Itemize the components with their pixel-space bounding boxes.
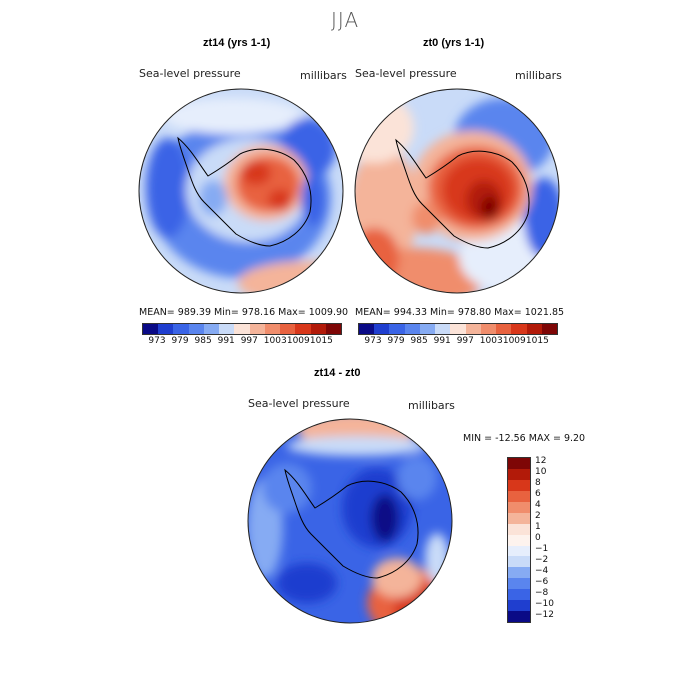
colorbar-tick-label: −1 (535, 543, 549, 554)
colorbar-tick-label: −4 (535, 565, 549, 576)
colorbar-tick-label: 1009 (502, 336, 526, 346)
colorbar-tick-label: −6 (535, 576, 549, 587)
panel-3-variable-label: Sea-level pressure (248, 397, 350, 410)
colorbar-tick-label: 1009 (286, 336, 310, 346)
colorbar-tick-label: 6 (535, 489, 541, 500)
colorbar-tick-label: 1003 (479, 336, 503, 346)
colorbar-swatch (158, 324, 174, 334)
colorbar-tick-label: 979 (171, 336, 189, 346)
colorbar-tick-label: −2 (535, 554, 549, 565)
colorbar-tick-label: 997 (240, 336, 258, 346)
colorbar-swatch (480, 324, 497, 334)
colorbar-swatch (508, 468, 530, 480)
colorbar-swatch (295, 324, 311, 334)
colorbar-tick-label: 1003 (263, 336, 287, 346)
colorbar-tick-label: −8 (535, 587, 549, 598)
colorbar-swatch (234, 324, 250, 334)
colorbar-tick-label: 1015 (525, 336, 549, 346)
colorbar-swatch (404, 324, 420, 334)
panel-2-variable-label: Sea-level pressure (355, 67, 457, 80)
colorbar-tick-label: 985 (410, 336, 428, 346)
colorbar-tick-label: 2 (535, 511, 541, 522)
colorbar-swatch (508, 512, 530, 524)
colorbar-swatch (508, 523, 530, 535)
colorbar-swatch (173, 324, 189, 334)
colorbar-swatch (508, 490, 530, 502)
panel-1-variable-label: Sea-level pressure (139, 67, 241, 80)
panel-1-map (138, 88, 344, 294)
colorbar-swatch (465, 324, 481, 334)
colorbar-swatch (508, 578, 530, 590)
colorbar-swatch (508, 567, 530, 579)
colorbar-swatch (496, 324, 512, 334)
panel-3-colorbar (507, 457, 531, 623)
panel-3-units-label: millibars (408, 399, 455, 412)
colorbar-swatch (508, 458, 530, 469)
colorbar-tick-label: 991 (433, 336, 451, 346)
colorbar-swatch (508, 501, 530, 513)
colorbar-swatch (419, 324, 436, 334)
panel-3-colorbar-ticks: 12 10 8 6 4 2 1 0 −1 −2 −4 −6 −8 −10 −12 (535, 456, 575, 621)
colorbar-swatch (203, 324, 220, 334)
panel-3-map (247, 418, 453, 624)
panel-1-colorbar (142, 323, 342, 335)
colorbar-tick-label: 985 (194, 336, 212, 346)
colorbar-tick-label: 4 (535, 500, 541, 511)
colorbar-tick-label: 997 (456, 336, 474, 346)
colorbar-tick-label: 8 (535, 478, 541, 489)
panel-2-units-label: millibars (515, 69, 562, 82)
colorbar-swatch (508, 545, 530, 557)
colorbar-tick-label: 12 (535, 456, 547, 467)
colorbar-tick-label: 1 (535, 522, 541, 533)
colorbar-swatch (374, 324, 390, 334)
panel-2-colorbar (358, 323, 558, 335)
panel-1-stats: MEAN= 989.39 Min= 978.16 Max= 1009.90 (139, 307, 349, 318)
colorbar-swatch (508, 479, 530, 491)
colorbar-tick-label: 10 (535, 467, 547, 478)
panel-3-stats: MIN = -12.56 MAX = 9.20 (463, 433, 586, 444)
colorbar-swatch (508, 600, 530, 612)
colorbar-swatch (508, 589, 530, 601)
colorbar-swatch (143, 324, 159, 334)
colorbar-swatch (450, 324, 466, 334)
colorbar-swatch (508, 611, 530, 623)
colorbar-swatch (264, 324, 281, 334)
panel-1-units-label: millibars (300, 69, 347, 82)
colorbar-tick-label: −12 (535, 609, 554, 620)
colorbar-swatch (511, 324, 527, 334)
colorbar-tick-label: −10 (535, 598, 554, 609)
colorbar-tick-label: 973 (364, 336, 382, 346)
season-title: JJA (331, 8, 360, 32)
panel-1-title: zt14 (yrs 1-1) (203, 37, 271, 49)
colorbar-tick-label: 973 (148, 336, 166, 346)
colorbar-swatch (219, 324, 235, 334)
colorbar-swatch (310, 324, 326, 334)
colorbar-tick-label: 991 (217, 336, 235, 346)
colorbar-swatch (508, 556, 530, 568)
panel-2-map (354, 88, 560, 294)
colorbar-swatch (435, 324, 451, 334)
colorbar-tick-label: 0 (535, 533, 541, 543)
colorbar-tick-label: 1015 (309, 336, 333, 346)
panel-2-title: zt0 (yrs 1-1) (423, 37, 485, 49)
panel-2-colorbar-ticks: 973 979 985 991 997 1003 1009 1015 (358, 336, 556, 348)
colorbar-swatch (325, 324, 342, 334)
colorbar-swatch (508, 534, 530, 546)
panel-2-stats: MEAN= 994.33 Min= 978.80 Max= 1021.85 (355, 307, 565, 318)
colorbar-swatch (249, 324, 265, 334)
colorbar-swatch (188, 324, 204, 334)
colorbar-swatch (280, 324, 296, 334)
colorbar-tick-label: 979 (387, 336, 405, 346)
panel-3-title: zt14 - zt0 (314, 367, 361, 379)
colorbar-swatch (526, 324, 542, 334)
colorbar-swatch (359, 324, 375, 334)
colorbar-swatch (389, 324, 405, 334)
panel-1-colorbar-ticks: 973 979 985 991 997 1003 1009 1015 (142, 336, 340, 348)
colorbar-swatch (541, 324, 558, 334)
